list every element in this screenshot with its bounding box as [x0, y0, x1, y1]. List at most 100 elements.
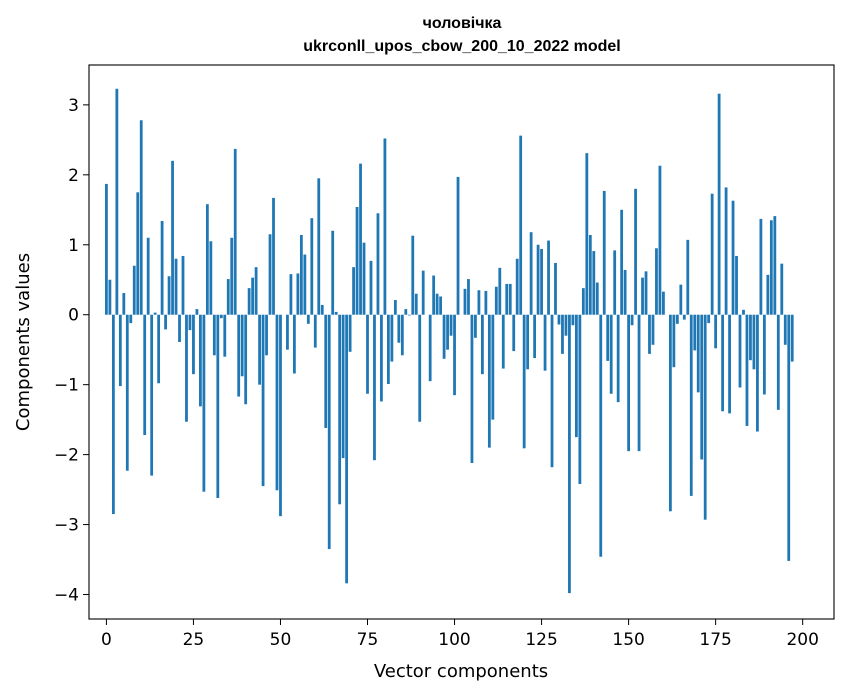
bar-159 [658, 165, 662, 315]
bar-125 [540, 248, 543, 315]
bar-128 [550, 314, 554, 468]
y-tick-label: −1 [54, 376, 79, 396]
bar-21 [178, 314, 181, 342]
bar-156 [648, 314, 651, 354]
bar-112 [494, 286, 498, 315]
bar-5 [122, 293, 126, 315]
bar-144 [606, 314, 610, 361]
bar-133 [568, 314, 571, 594]
bar-110 [487, 314, 491, 448]
bar-29 [205, 204, 209, 315]
bar-7 [129, 314, 133, 324]
x-tick-label: 25 [183, 630, 205, 650]
bar-143 [602, 190, 606, 315]
bar-176 [717, 93, 721, 315]
bar-152 [634, 188, 637, 315]
bar-9 [136, 192, 140, 315]
bar-19 [171, 160, 174, 315]
bar-86 [404, 309, 408, 315]
bar-14 [153, 312, 157, 315]
bar-127 [547, 240, 550, 315]
bar-8 [132, 265, 136, 315]
bar-68 [341, 314, 345, 459]
bar-1 [108, 279, 112, 315]
bar-182 [738, 314, 742, 388]
bar-40 [244, 314, 248, 405]
bar-72 [355, 207, 359, 315]
bar-81 [387, 314, 390, 384]
bar-153 [637, 314, 641, 452]
bar-107 [477, 290, 481, 315]
bar-131 [561, 314, 564, 354]
bar-172 [703, 314, 707, 520]
bar-89 [414, 293, 418, 315]
bar-82 [390, 314, 394, 362]
bar-47 [268, 234, 272, 315]
bar-20 [174, 258, 178, 315]
bar-77 [373, 314, 376, 461]
bar-33 [219, 314, 223, 319]
bar-87 [407, 314, 411, 316]
bar-123 [533, 314, 536, 359]
bar-22 [181, 255, 185, 315]
bar-104 [467, 279, 470, 315]
bar-132 [564, 314, 568, 336]
x-axis-ticks: 0 25 50 75 100 125 150 175 200 [101, 619, 819, 650]
bar-91 [421, 270, 425, 315]
bar-65 [331, 230, 335, 315]
bar-60 [313, 314, 317, 348]
bar-139 [588, 234, 592, 315]
bar-24 [188, 314, 192, 331]
bar-31 [212, 314, 216, 356]
bar-43 [254, 267, 258, 315]
bar-39 [240, 314, 244, 377]
bar-193 [776, 314, 780, 410]
bar-160 [662, 291, 665, 315]
bar-113 [498, 267, 502, 315]
bar-70 [348, 314, 352, 352]
bar-63 [324, 314, 328, 429]
bar-194 [780, 263, 784, 315]
bar-61 [317, 178, 321, 315]
bar-100 [453, 314, 456, 396]
bar-48 [272, 197, 275, 315]
bar-154 [641, 277, 644, 315]
bar-140 [592, 251, 596, 315]
x-axis-label: Vector components [374, 661, 548, 682]
bar-28 [202, 314, 206, 492]
bar-56 [299, 234, 303, 315]
bar-27 [199, 314, 202, 407]
bar-79 [380, 314, 383, 402]
bar-6 [125, 314, 129, 471]
bar-57 [303, 254, 307, 315]
bar-66 [334, 311, 338, 315]
bar-3 [115, 88, 119, 315]
bar-167 [686, 239, 690, 315]
bar-69 [345, 314, 349, 584]
bar-76 [369, 260, 373, 315]
bar-192 [773, 216, 777, 315]
bar-158 [655, 248, 658, 315]
bar-83 [393, 300, 397, 315]
bar-84 [397, 314, 401, 343]
bar-181 [735, 255, 738, 315]
bar-94 [432, 275, 436, 315]
y-tick-label: −4 [54, 586, 79, 606]
x-tick-label: 125 [525, 630, 557, 650]
bar-149 [623, 269, 627, 315]
x-tick-label: 75 [357, 630, 379, 650]
bar-23 [185, 314, 188, 422]
y-axis-label: Components values [13, 253, 34, 431]
bar-191 [769, 220, 773, 315]
bar-73 [359, 163, 362, 315]
bar-67 [338, 314, 342, 505]
bar-111 [491, 314, 495, 420]
bar-195 [783, 314, 787, 345]
bar-41 [247, 288, 251, 315]
bar-180 [731, 200, 735, 315]
bar-157 [651, 314, 655, 345]
bar-74 [362, 242, 366, 315]
bar-98 [446, 314, 449, 350]
bar-11 [143, 314, 147, 436]
